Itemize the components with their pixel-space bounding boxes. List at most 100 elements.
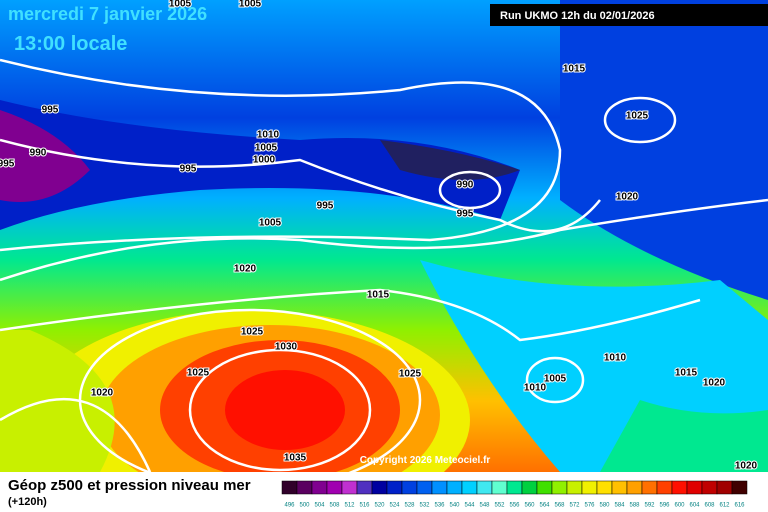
isobar-label: 1025 — [626, 111, 649, 122]
scale-swatch — [386, 480, 403, 495]
scale-label: 508 — [329, 503, 340, 509]
scale-label: 556 — [509, 503, 520, 509]
isobar-label: 1015 — [675, 368, 698, 379]
scale-label: 524 — [389, 503, 400, 509]
isobar-label: 1020 — [703, 378, 726, 389]
scale-label: 560 — [524, 503, 535, 509]
isobar-label: 995 — [317, 201, 334, 212]
scale-swatch — [626, 480, 643, 495]
scale-label: 548 — [479, 503, 490, 509]
scale-label: 592 — [644, 503, 655, 509]
scale-swatch — [596, 480, 613, 495]
run-box — [490, 4, 768, 26]
scale-label: 572 — [569, 503, 580, 509]
scale-swatch — [356, 480, 373, 495]
legend-title: Géop z500 et pression niveau mer — [8, 477, 251, 494]
scale-label: 528 — [404, 503, 415, 509]
isobar-label: 990 — [457, 180, 474, 191]
scale-swatch — [461, 480, 478, 495]
isobar-label: 1005 — [169, 0, 192, 10]
isobar-label: 1005 — [259, 218, 282, 229]
scale-swatch — [506, 480, 523, 495]
scale-swatch — [401, 480, 418, 495]
scale-label: 520 — [374, 503, 385, 509]
isobar-label: 1005 — [255, 143, 278, 154]
scale-label: 544 — [464, 503, 475, 509]
scale-swatch — [656, 480, 673, 495]
scale-swatch — [566, 480, 583, 495]
isobar-label: 1020 — [234, 264, 257, 275]
isobar-label: 1030 — [275, 342, 298, 353]
isobar-label: 1025 — [241, 327, 264, 338]
isobar-label: 1015 — [367, 290, 390, 301]
scale-swatch — [281, 480, 298, 495]
scale-label: 616 — [734, 503, 745, 509]
isobar-label: 1025 — [187, 368, 210, 379]
isobar-label: 1005 — [239, 0, 262, 10]
isobar-label: 1020 — [616, 192, 639, 203]
isobar-label: 990 — [30, 148, 47, 159]
isobar-label: 995 — [457, 209, 474, 220]
scale-label: 536 — [434, 503, 445, 509]
scale-swatch — [476, 480, 493, 495]
scale-swatch — [326, 480, 343, 495]
scale-swatch — [686, 480, 703, 495]
color-scale: 496 500 504 508 512 516 520 524 528 532 536 540 544 5… — [281, 480, 748, 509]
scale-label: 500 — [299, 503, 310, 509]
isobar-label: 1005 — [544, 374, 567, 385]
time-label: 13:00 locale — [14, 33, 127, 55]
scale-label: 568 — [554, 503, 565, 509]
scale-swatch — [701, 480, 718, 495]
scale-label: 604 — [689, 503, 700, 509]
isobar-label: 995 — [180, 164, 197, 175]
scale-swatch — [371, 480, 388, 495]
scale-swatch — [446, 480, 463, 495]
scale-label: 596 — [659, 503, 670, 509]
date-label: mercredi 7 janvier 2026 — [8, 4, 207, 24]
scale-swatch — [611, 480, 628, 495]
scale-label: 516 — [359, 503, 370, 509]
scale-label: 504 — [314, 503, 325, 509]
scale-label: 600 — [674, 503, 685, 509]
isobar-label: 1020 — [735, 461, 758, 472]
isobar-label: 1000 — [253, 155, 276, 166]
scale-swatch — [551, 480, 568, 495]
scale-swatch — [671, 480, 688, 495]
copyright: Copyright 2026 Meteociel.fr — [360, 455, 491, 466]
isobars — [0, 58, 768, 492]
scale-label: 512 — [344, 503, 355, 509]
isobar-label: 995 — [42, 105, 59, 116]
scale-swatch — [296, 480, 313, 495]
scale-swatch — [431, 480, 448, 495]
scale-swatch — [491, 480, 508, 495]
scale-label: 552 — [494, 503, 505, 509]
isobar-label: 995 — [0, 159, 15, 170]
isobar-label: 1025 — [399, 369, 422, 380]
scale-label: 612 — [719, 503, 730, 509]
legend-subtitle: (+120h) — [8, 496, 47, 508]
scale-swatch — [581, 480, 598, 495]
run-label: Run UKMO 12h du 02/01/2026 — [500, 10, 655, 22]
scale-swatch — [341, 480, 358, 495]
isobar-label: 1020 — [91, 388, 114, 399]
scale-label: 584 — [614, 503, 625, 509]
isobar-label: 1010 — [257, 130, 280, 141]
scale-swatch — [641, 480, 658, 495]
scale-swatch — [521, 480, 538, 495]
scale-label: 576 — [584, 503, 595, 509]
scale-swatch — [416, 480, 433, 495]
scale-swatch — [716, 480, 733, 495]
isobar-label: 1010 — [524, 383, 547, 394]
scale-label: 496 — [284, 503, 295, 509]
scale-swatch — [536, 480, 553, 495]
isobar-label: 1015 — [563, 64, 586, 75]
scale-label: 540 — [449, 503, 460, 509]
scale-label: 580 — [599, 503, 610, 509]
scale-label: 588 — [629, 503, 640, 509]
isobar-label: 1035 — [284, 453, 307, 464]
scale-swatch — [311, 480, 328, 495]
scale-label: 532 — [419, 503, 430, 509]
